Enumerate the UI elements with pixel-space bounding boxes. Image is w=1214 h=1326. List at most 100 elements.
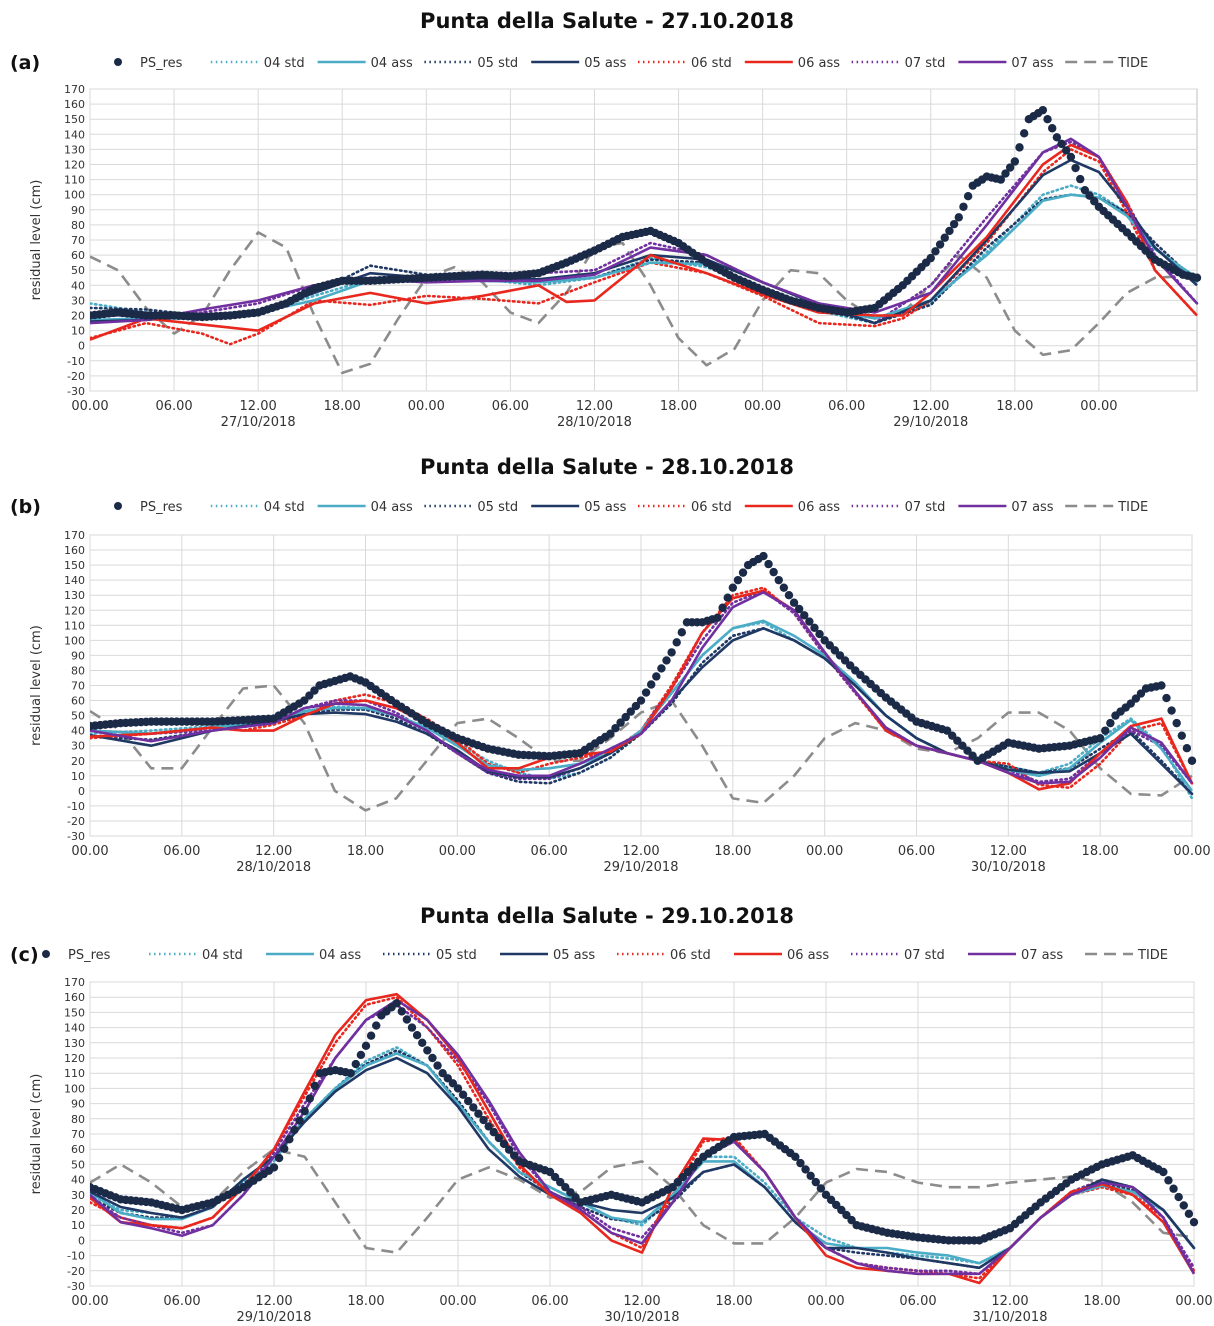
y-tick-label: -10 <box>67 800 85 813</box>
y-tick-label: 20 <box>71 310 85 323</box>
ps-res-marker <box>723 593 732 602</box>
legend-label: 07 std <box>904 948 945 963</box>
series-ps-res <box>90 999 1199 1245</box>
y-tick-label: 160 <box>64 544 85 557</box>
legend-item: 06 ass <box>744 56 840 71</box>
y-tick-label: -20 <box>67 370 85 383</box>
x-tick-label: 18.00 <box>715 1294 752 1309</box>
y-tick-label: 30 <box>71 294 85 307</box>
x-date-label: 28/10/2018 <box>557 415 632 430</box>
x-date-label: 27/10/2018 <box>221 415 296 430</box>
legend-item: 06 ass <box>744 500 840 515</box>
x-tick-label: 18.00 <box>1082 844 1119 859</box>
gridlines <box>89 534 1193 837</box>
series-layer <box>90 551 1197 812</box>
legend-label: 05 std <box>436 948 477 963</box>
legend-marker <box>42 950 50 958</box>
ps-res-marker <box>561 1183 570 1192</box>
x-tick-label: 18.00 <box>347 844 384 859</box>
ps-res-marker <box>484 1122 493 1131</box>
legend-label: TIDE <box>1117 56 1148 71</box>
ps-res-marker <box>397 1007 406 1016</box>
ps-res-marker <box>815 629 824 639</box>
ps-res-marker <box>479 1115 488 1125</box>
ps-res-marker <box>611 723 620 733</box>
ps-res-marker <box>996 175 1006 184</box>
legend-label: 06 std <box>691 500 732 515</box>
ps-res-marker <box>571 1193 580 1202</box>
x-tick-label: 12.00 <box>912 399 949 414</box>
series-07-ass-line <box>90 998 1196 1276</box>
x-axis: 00.00 06.00 12.00 18.00 00.00 06.00 12.00 18.00… <box>71 844 1210 875</box>
ps-res-marker <box>673 1177 682 1187</box>
ps-res-marker <box>949 219 959 229</box>
ps-res-marker <box>474 1109 483 1118</box>
y-tick-label: 120 <box>64 159 85 172</box>
chart-panel-b: Punta della Salute - 28.10.2018 (b) PS_res… <box>10 455 1211 875</box>
ps-res-marker <box>816 1184 826 1193</box>
x-tick-label: 12.00 <box>240 399 277 414</box>
legend-label: 05 std <box>477 56 518 71</box>
ps-res-marker <box>412 1031 422 1040</box>
legend-label: 04 std <box>264 500 305 515</box>
legend-item: 04 ass <box>317 56 413 71</box>
legend-label: 06 ass <box>798 500 840 515</box>
legend-marker <box>114 58 122 66</box>
y-tick-label: -20 <box>67 1265 85 1278</box>
legend-marker <box>114 502 122 510</box>
ps-res-marker <box>652 672 661 681</box>
legend-item: 04 ass <box>317 500 413 515</box>
series-06-ass-line <box>90 143 1198 341</box>
ps-res-marker <box>1192 273 1202 282</box>
legend: PS_res 04 std 04 ass 05 std 05 ass 06 std 06 a… <box>114 500 1148 515</box>
legend-label: 05 ass <box>584 56 626 71</box>
legend-item: PS_res <box>114 500 183 515</box>
legend-label: 07 std <box>905 56 946 71</box>
ps-res-marker <box>285 1135 294 1144</box>
legend-item: 06 std <box>638 56 732 71</box>
series-layer <box>90 992 1199 1285</box>
ps-res-marker <box>428 1053 437 1063</box>
ps-res-marker <box>1071 163 1080 173</box>
legend-item: 06 ass <box>734 948 829 963</box>
y-tick-label: 150 <box>64 113 85 126</box>
x-tick-label: 00.00 <box>71 1294 108 1309</box>
ps-res-marker <box>448 1079 458 1088</box>
legend-label: 07 ass <box>1021 948 1063 963</box>
ps-res-marker <box>668 1183 677 1192</box>
ps-res-marker <box>789 598 799 607</box>
y-tick-label: 140 <box>64 574 85 587</box>
y-tick-label: 20 <box>71 755 85 768</box>
ps-res-marker <box>1157 681 1166 690</box>
x-tick-label: 12.00 <box>991 1294 1028 1309</box>
legend-item: 07 std <box>851 500 945 515</box>
ps-res-marker <box>1052 133 1062 142</box>
ps-res-marker <box>504 1145 514 1154</box>
y-tick-label: 80 <box>71 219 85 232</box>
legend-label: 05 ass <box>584 500 626 515</box>
legend-label: PS_res <box>140 500 183 515</box>
ps-res-marker <box>683 1167 693 1177</box>
ps-res-marker <box>926 253 935 263</box>
ps-res-marker <box>940 233 949 242</box>
y-axis-label: residual level (cm) <box>29 180 44 301</box>
y-tick-label: 120 <box>64 1052 85 1065</box>
ps-res-marker <box>1080 185 1090 195</box>
ps-res-marker <box>1172 718 1181 728</box>
ps-res-marker <box>438 1069 447 1078</box>
ps-res-marker <box>433 1061 442 1070</box>
y-tick-label: 10 <box>71 325 85 338</box>
ps-res-marker <box>550 1172 560 1182</box>
ps-res-marker <box>392 999 401 1008</box>
legend-label: 06 ass <box>787 948 829 963</box>
y-tick-label: 40 <box>71 279 85 292</box>
ps-res-marker <box>694 1157 703 1167</box>
ps-res-marker <box>769 567 778 577</box>
ps-res-marker <box>1062 146 1071 155</box>
y-tick-label: 100 <box>64 634 85 647</box>
y-tick-label: 70 <box>71 680 85 693</box>
legend-label: 04 std <box>202 948 243 963</box>
y-tick-label: 160 <box>64 98 85 111</box>
y-tick-label: 130 <box>64 143 85 156</box>
x-tick-label: 18.00 <box>714 844 751 859</box>
